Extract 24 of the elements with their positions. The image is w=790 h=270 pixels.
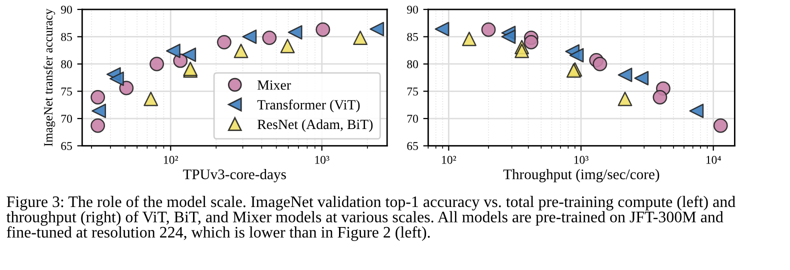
y-tick-label: 65 (407, 142, 418, 150)
x-axis-title: Throughput (img/sec/core) (503, 169, 660, 182)
x-tick-label: 10⁴ (706, 156, 721, 164)
y-tick-label: 70 (61, 114, 72, 123)
y-tick-label: 80 (61, 60, 72, 68)
legend-label: ResNet (Adam, BiT) (258, 119, 373, 132)
y-tick-label: 90 (61, 6, 72, 14)
y-tick-label: 85 (407, 32, 418, 41)
y-axis-title: ImageNet transfer accuracy (44, 8, 56, 146)
legend-label: Transformer (ViT) (257, 100, 360, 112)
y-tick-label: 75 (61, 88, 72, 96)
x-tick-label: 10² (164, 156, 178, 164)
legend-label: Mixer (258, 80, 291, 90)
y-tick-label: 75 (407, 88, 418, 96)
y-tick-label: 70 (407, 114, 418, 123)
x-tick-label: 10² (442, 156, 456, 164)
x-tick-label: 10³ (315, 156, 330, 164)
y-tick-label: 90 (407, 6, 418, 14)
y-tick-label: 65 (61, 142, 72, 150)
x-axis-title: TPUv3-core-days (183, 169, 286, 182)
caption: Figure 3: The role of the model scale. ImageNet validation top-1 accuracy vs. total pre-training compute (left) and throughput (right) of ViT, BiT, and Mixer models at various scales. All models are pre-trained on JFT-300M and fine-tuned at resolution 224, which is lower than in Figure 2 (left). (6, 196, 736, 241)
y-tick-label: 85 (61, 32, 72, 41)
y-tick-label: 80 (407, 60, 418, 68)
x-tick-label: 10³ (574, 156, 588, 164)
